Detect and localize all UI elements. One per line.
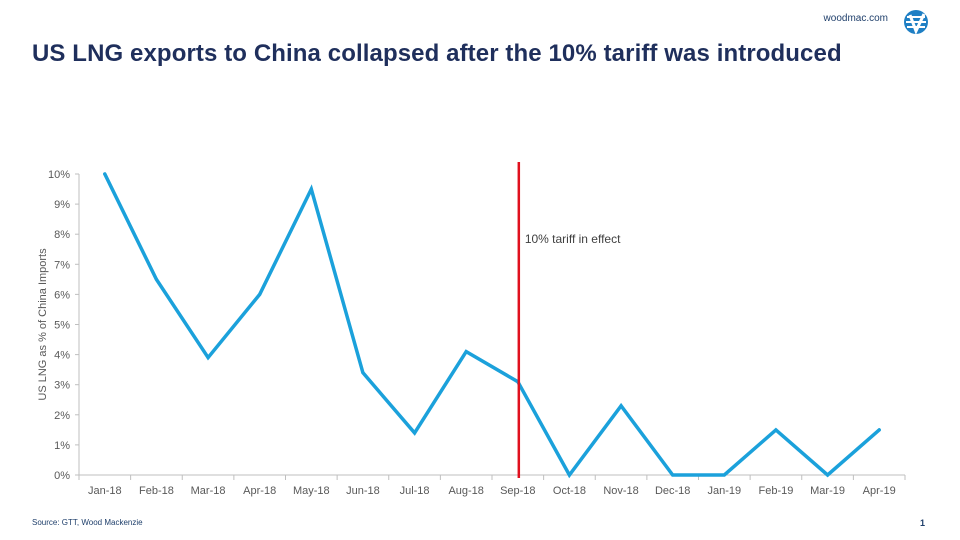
y-tick-label: 8%: [54, 229, 70, 241]
x-tick-label: Apr-19: [863, 485, 896, 497]
y-axis-title: US LNG as % of China Imports: [37, 248, 49, 401]
x-tick-label: Jan-19: [707, 485, 741, 497]
data-point: [464, 350, 468, 354]
data-point: [877, 428, 881, 432]
data-point: [774, 428, 778, 432]
x-tick-label: Feb-19: [759, 485, 794, 497]
y-tick-label: 5%: [54, 320, 70, 332]
x-tick-label: Nov-18: [603, 485, 638, 497]
y-tick-label: 6%: [54, 289, 70, 301]
data-point: [413, 431, 417, 435]
data-point: [671, 473, 675, 477]
page-number: 1: [919, 518, 925, 528]
data-point: [567, 473, 571, 477]
y-tick-label: 7%: [54, 259, 70, 271]
y-tick-label: 9%: [54, 199, 70, 211]
y-tick-label: 3%: [54, 380, 70, 392]
data-point: [361, 371, 365, 375]
data-point: [154, 277, 158, 281]
x-tick-label: Mar-18: [191, 485, 226, 497]
data-point: [103, 172, 107, 176]
x-tick-label: Feb-18: [139, 485, 174, 497]
x-tick-label: Jul-18: [400, 485, 430, 497]
x-tick-label: Mar-19: [810, 485, 845, 497]
data-point: [309, 187, 313, 191]
y-tick-label: 1%: [54, 440, 70, 452]
data-point: [722, 473, 726, 477]
page-title: US LNG exports to China collapsed after …: [32, 40, 842, 67]
y-tick-label: 4%: [54, 350, 70, 362]
x-tick-label: Apr-18: [243, 485, 276, 497]
brand-url[interactable]: woodmac.com: [823, 13, 888, 24]
series-line: [103, 172, 881, 479]
x-tick-label: Jun-18: [346, 485, 380, 497]
y-tick-label: 2%: [54, 410, 70, 422]
x-tick-label: Dec-18: [655, 485, 690, 497]
y-tick-label: 10%: [48, 169, 70, 181]
y-tick-label: 0%: [54, 470, 70, 482]
data-point: [258, 292, 262, 296]
x-tick-label: Sep-18: [500, 485, 535, 497]
x-tick-label: Oct-18: [553, 485, 586, 497]
data-point: [619, 404, 623, 408]
source-note: Source: GTT, Wood Mackenzie: [32, 518, 143, 527]
tariff-annotation-label: 10% tariff in effect: [525, 232, 621, 246]
x-tick-label: Aug-18: [448, 485, 483, 497]
data-point: [826, 473, 830, 477]
x-tick-label: Jan-18: [88, 485, 122, 497]
x-tick-label: May-18: [293, 485, 330, 497]
data-point: [206, 356, 210, 360]
wood-mackenzie-logo-icon: [904, 10, 928, 35]
